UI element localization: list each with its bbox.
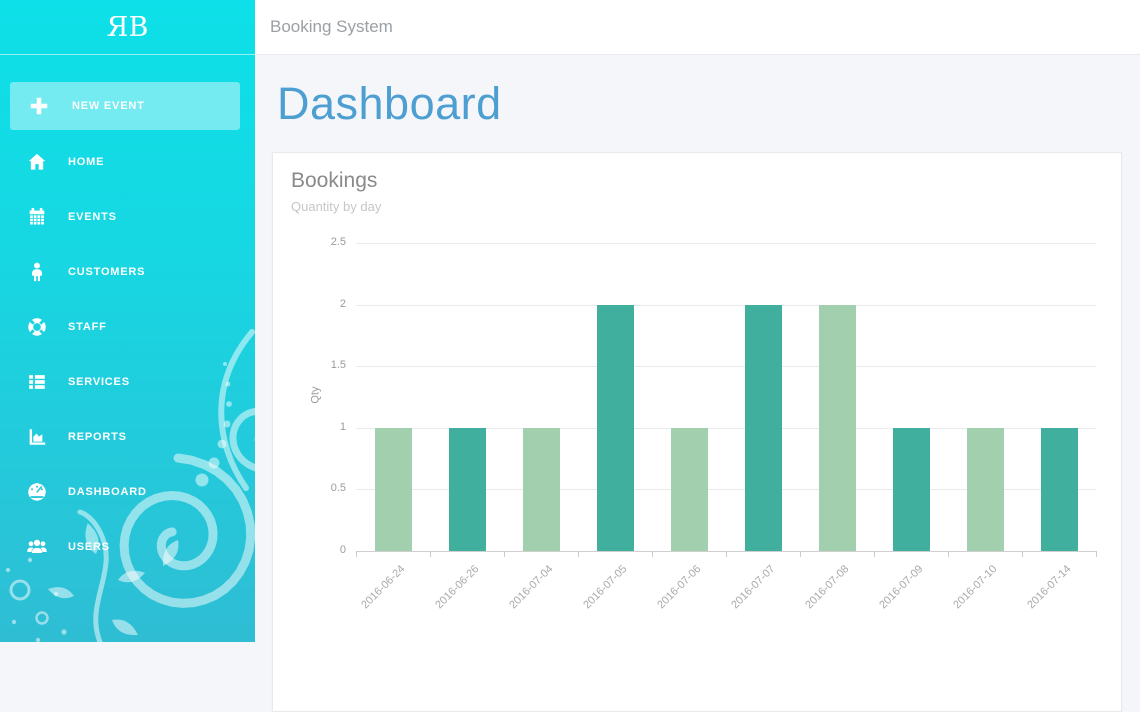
x-axis-tick (948, 551, 949, 557)
x-axis-category-label: 2016-07-14 (1025, 563, 1074, 612)
x-axis-tick (652, 551, 653, 557)
sidebar-item-label: REPORTS (68, 430, 127, 443)
life-ring-icon (26, 316, 48, 338)
x-axis-tick (800, 551, 801, 557)
app-title: Booking System (270, 17, 393, 36)
top-header-bar: Booking System (255, 0, 1140, 55)
app-logo[interactable]: ЯB (0, 0, 255, 55)
chart-title: Bookings (291, 169, 378, 192)
bar-2016-07-14 (1040, 427, 1078, 551)
x-axis-category-label: 2016-07-06 (655, 563, 704, 612)
sidebar-item-label: CUSTOMERS (68, 265, 146, 278)
report-chart-icon (26, 426, 48, 448)
services-icon (26, 371, 48, 393)
users-icon (26, 536, 48, 558)
sidebar-item-services[interactable]: SERVICES (0, 354, 255, 409)
app-logo-text: ЯB (106, 11, 149, 43)
sidebar-item-label: STAFF (68, 320, 107, 333)
customer-icon (26, 261, 48, 283)
gauge-icon (26, 481, 48, 503)
new-event-label: NEW EVENT (72, 100, 145, 112)
gridline (356, 366, 1096, 368)
y-axis-tick-label: 2 (339, 297, 346, 310)
sidebar-item-staff[interactable]: STAFF (0, 299, 255, 354)
x-axis-tick (726, 551, 727, 557)
bar-2016-06-26 (448, 427, 486, 551)
x-axis-category-label: 2016-07-08 (803, 563, 852, 612)
x-axis-category-label: 2016-06-26 (433, 563, 482, 612)
sidebar-item-customers[interactable]: CUSTOMERS (0, 244, 255, 299)
x-axis-category-label: 2016-07-05 (581, 563, 630, 612)
page-title: Dashboard (277, 78, 502, 129)
sidebar-item-dashboard[interactable]: DASHBOARD (0, 464, 255, 519)
bar-2016-07-04 (522, 427, 560, 551)
bar-2016-07-09 (892, 427, 930, 551)
sidebar-item-label: EVENTS (68, 210, 117, 223)
x-axis-tick (504, 551, 505, 557)
y-axis-tick-label: 2.5 (330, 236, 346, 248)
home-icon (26, 151, 48, 173)
bar-2016-07-10 (966, 427, 1004, 551)
y-axis-title: Qty (309, 386, 322, 404)
y-axis-tick-label: 0 (339, 544, 346, 556)
x-axis-category-label: 2016-07-09 (877, 563, 926, 612)
x-axis-tick (578, 551, 579, 557)
sidebar-menu: HOME EVENTS CUSTOMERS (0, 134, 255, 574)
sidebar: ЯB NEW EVENT HOME EVENTS (0, 0, 255, 642)
x-axis-category-label: 2016-06-24 (359, 563, 408, 612)
y-axis-tick-label: 0.5 (330, 482, 346, 495)
sidebar-item-label: DASHBOARD (68, 485, 147, 498)
x-axis-category-label: 2016-07-04 (507, 563, 556, 612)
sidebar-item-reports[interactable]: REPORTS (0, 409, 255, 464)
sidebar-item-label: USERS (68, 540, 110, 553)
sidebar-item-label: HOME (68, 155, 105, 168)
y-axis-tick-label: 1 (339, 420, 346, 433)
bar-2016-07-07 (744, 304, 782, 551)
x-axis-tick (1096, 551, 1097, 557)
y-axis-tick-label: 1.5 (330, 359, 346, 372)
sidebar-item-events[interactable]: EVENTS (0, 189, 255, 244)
x-axis-tick (430, 551, 431, 557)
sidebar-item-home[interactable]: HOME (0, 134, 255, 189)
sidebar-item-label: SERVICES (68, 375, 130, 388)
gridline (356, 243, 1096, 244)
x-axis-category-label: 2016-07-07 (729, 563, 778, 612)
x-axis-category-label: 2016-07-10 (951, 563, 1000, 612)
bar-2016-06-24 (374, 427, 412, 551)
x-axis-tick (874, 551, 875, 557)
gridline (356, 427, 1096, 429)
x-axis-tick (356, 551, 357, 557)
gridline (356, 489, 1096, 491)
bookings-card: Bookings Quantity by day 0 0.5 1 1.5 2 2.5 201… (272, 152, 1122, 712)
x-axis-tick (1022, 551, 1023, 557)
calendar-icon (26, 206, 48, 228)
gridline (356, 304, 1096, 306)
plus-icon (28, 95, 50, 117)
bar-2016-07-06 (670, 427, 708, 551)
sidebar-item-users[interactable]: USERS (0, 519, 255, 574)
new-event-button[interactable]: NEW EVENT (10, 82, 240, 130)
bookings-bar-chart: 0 0.5 1 1.5 2 2.5 2016-06-24 2016-06-26 2016-07-… (273, 153, 1121, 711)
chart-subtitle: Quantity by day (291, 199, 382, 214)
bar-2016-07-05 (596, 304, 634, 551)
bar-2016-07-08 (818, 304, 856, 551)
